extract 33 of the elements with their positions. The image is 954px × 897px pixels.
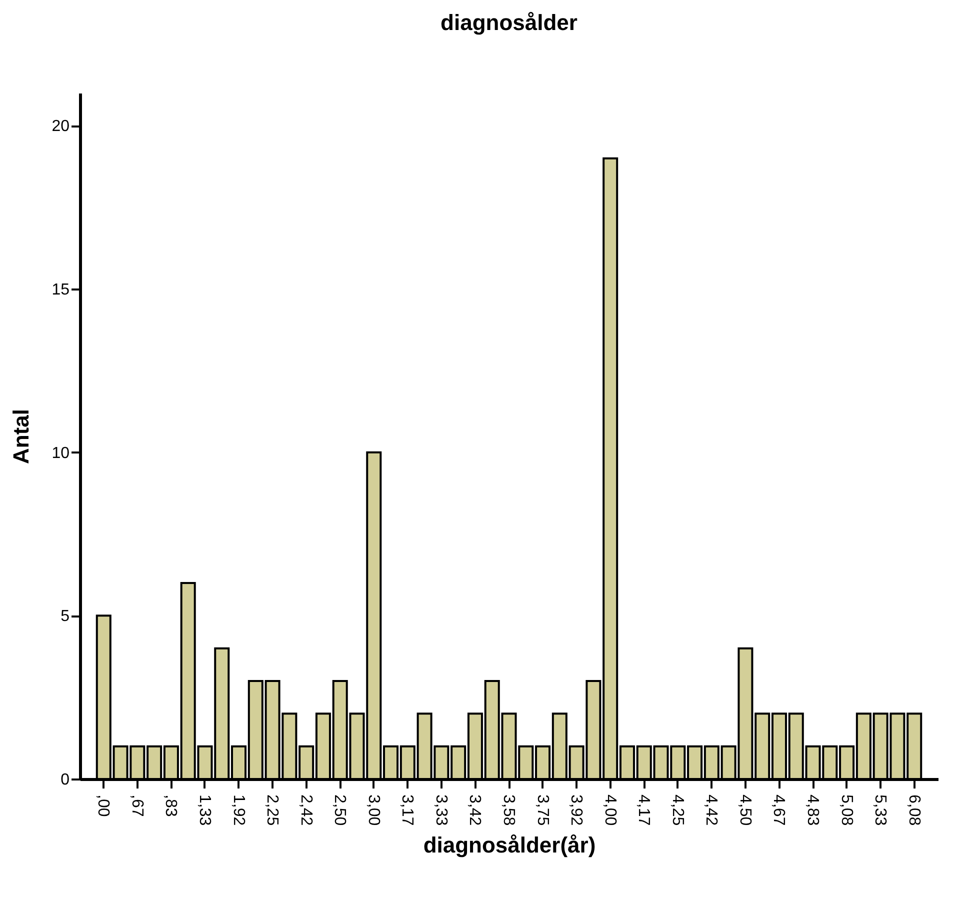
x-tick-label: 4,42 <box>702 794 720 826</box>
x-tick-label: 4,17 <box>635 794 652 826</box>
x-tick-label: 4,00 <box>601 794 618 826</box>
x-tick-label: 5,33 <box>872 794 889 826</box>
x-tick-label: 6,08 <box>905 794 922 826</box>
x-tick-label: 4,50 <box>736 794 754 826</box>
y-tick-label: 15 <box>52 282 70 298</box>
x-tick-label: 5,08 <box>838 794 855 826</box>
x-axis-title: diagnosålder(år) <box>423 832 596 858</box>
x-tick-label: 1,92 <box>230 794 247 826</box>
y-axis-title: Antal <box>8 409 34 464</box>
x-tick-label: 2,25 <box>264 794 281 826</box>
x-tick-label: 4,67 <box>770 794 788 826</box>
x-tick-label: ,83 <box>162 794 180 817</box>
x-tick-label: 3,42 <box>466 794 484 826</box>
x-tick-label: ,67 <box>128 794 146 817</box>
x-tick-label: 3,33 <box>432 794 450 826</box>
x-tick-label: 2,50 <box>331 794 348 826</box>
y-tick-label: 20 <box>52 118 70 136</box>
chart-title: diagnosålder <box>440 10 578 35</box>
x-tick-label: 3,75 <box>534 794 551 826</box>
x-tick-label: 3,00 <box>364 794 382 826</box>
x-tick-label: 3,58 <box>500 794 517 826</box>
x-tick-label: 2,42 <box>297 794 314 826</box>
y-tick-label: 10 <box>52 444 70 462</box>
y-tick-label: 0 <box>60 772 70 788</box>
x-tick-label: 1,33 <box>196 794 213 826</box>
x-tick-label: 4,25 <box>668 794 686 826</box>
x-tick-label: 3,17 <box>398 794 416 826</box>
x-tick-label: 3,92 <box>568 794 585 826</box>
x-tick-label: 4,83 <box>804 794 822 826</box>
x-tick-label: ,00 <box>94 794 112 817</box>
y-tick-label: 5 <box>60 608 70 626</box>
